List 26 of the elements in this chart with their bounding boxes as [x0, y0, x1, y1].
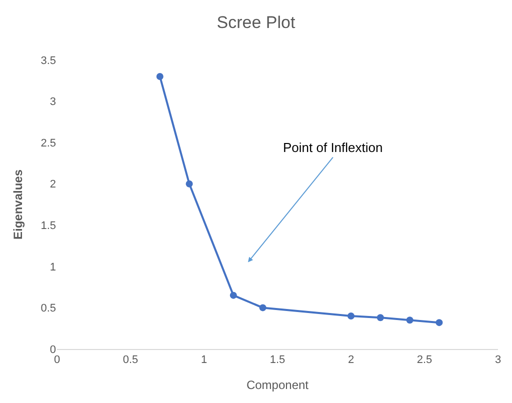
y-tick-label: 3: [50, 96, 56, 108]
annotation: Point of Inflextion: [283, 140, 383, 155]
y-tick-label: 3.5: [40, 54, 56, 67]
point: [259, 304, 266, 312]
y-tick-label: 1.5: [40, 220, 56, 232]
point: [348, 312, 354, 320]
y-tick-label: 1: [50, 261, 56, 274]
y-tick-label: 0.5: [40, 302, 56, 315]
point: [436, 319, 443, 326]
y-axis-title: Eigenvalues: [11, 169, 26, 240]
x-tick-label: 1: [200, 354, 208, 366]
point: [230, 292, 237, 299]
chart-title: Scree Plot: [216, 13, 296, 32]
x-tick-label: 3: [494, 354, 502, 366]
x-tick-label: 1.5: [270, 354, 286, 366]
y-tick-label: 2.5: [40, 137, 56, 150]
point: [376, 314, 384, 322]
x-tick-label: 2: [348, 354, 354, 366]
x-axis-title: Component: [246, 378, 310, 392]
y-tick-label: 2: [50, 178, 56, 191]
x-tick-label: 0.5: [122, 354, 138, 366]
point: [186, 180, 193, 188]
y-tick-label: 0: [50, 344, 56, 356]
point: [406, 316, 414, 324]
x-tick-label: 2.5: [416, 354, 432, 366]
point: [156, 73, 164, 80]
